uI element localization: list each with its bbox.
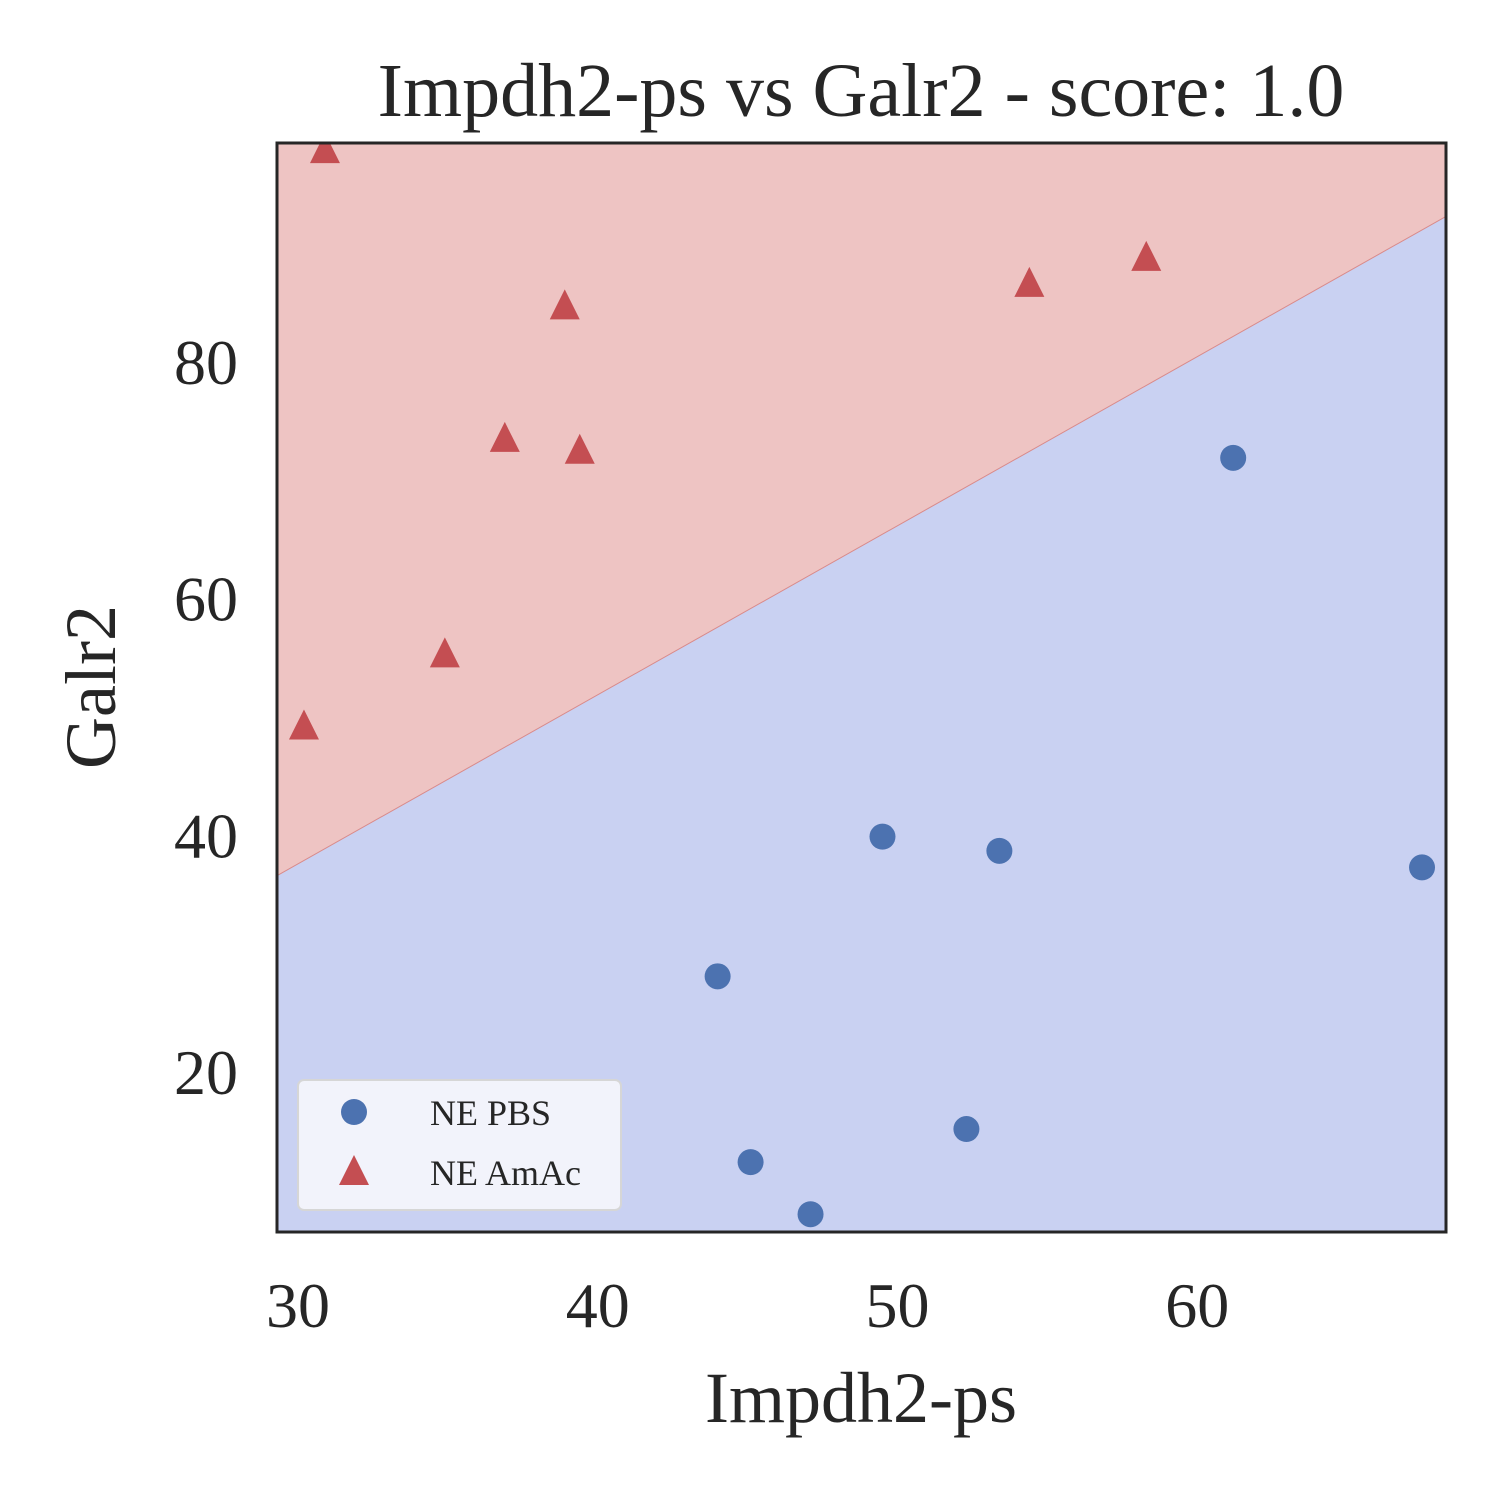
point-ne-pbs bbox=[704, 963, 731, 990]
legend-label-ne-amac: NE AmAc bbox=[430, 1153, 581, 1193]
x-tick-label: 30 bbox=[266, 1270, 330, 1341]
plot-frame bbox=[275, 141, 1448, 1234]
point-ne-pbs bbox=[1220, 444, 1247, 471]
point-ne-pbs bbox=[869, 823, 896, 850]
point-ne-amac bbox=[309, 143, 340, 164]
x-tick-label: 40 bbox=[566, 1270, 630, 1341]
point-ne-amac bbox=[1014, 266, 1045, 297]
y-tick-label: 60 bbox=[174, 564, 238, 635]
y-tick-label: 40 bbox=[174, 800, 238, 871]
decision-regions bbox=[277, 143, 1446, 1232]
point-ne-amac bbox=[549, 289, 580, 320]
y-axis-label: Galr2 bbox=[51, 605, 131, 769]
data-points bbox=[288, 143, 1436, 1228]
point-ne-amac bbox=[489, 421, 520, 452]
point-ne-amac bbox=[429, 637, 460, 668]
point-ne-pbs bbox=[986, 837, 1013, 864]
y-tick-labels: 20 40 60 80 bbox=[174, 327, 238, 1108]
x-tick-labels: 30 40 50 60 bbox=[266, 1270, 1229, 1341]
y-tick-label: 20 bbox=[174, 1037, 238, 1108]
point-ne-pbs bbox=[953, 1116, 980, 1143]
point-ne-amac bbox=[288, 709, 319, 740]
legend: NE PBS NE AmAc bbox=[297, 1079, 622, 1211]
y-tick-label: 80 bbox=[174, 327, 238, 398]
point-ne-amac bbox=[1131, 240, 1162, 271]
chart-title: Impdh2-ps vs Galr2 - score: 1.0 bbox=[378, 49, 1345, 133]
legend-label-ne-pbs: NE PBS bbox=[430, 1093, 551, 1133]
point-ne-pbs bbox=[1409, 854, 1436, 881]
point-ne-pbs bbox=[737, 1149, 764, 1176]
decision-boundary-line bbox=[277, 215, 1446, 877]
x-axis-label: Impdh2-ps bbox=[705, 1358, 1017, 1438]
x-tick-label: 60 bbox=[1165, 1270, 1229, 1341]
legend-box bbox=[297, 1079, 622, 1211]
legend-marker-ne-pbs bbox=[341, 1099, 367, 1125]
point-ne-pbs bbox=[797, 1201, 824, 1228]
point-ne-amac bbox=[564, 433, 595, 464]
x-tick-label: 50 bbox=[865, 1270, 929, 1341]
region-ne-pbs bbox=[277, 216, 1446, 1232]
legend-marker-ne-amac bbox=[339, 1155, 369, 1185]
